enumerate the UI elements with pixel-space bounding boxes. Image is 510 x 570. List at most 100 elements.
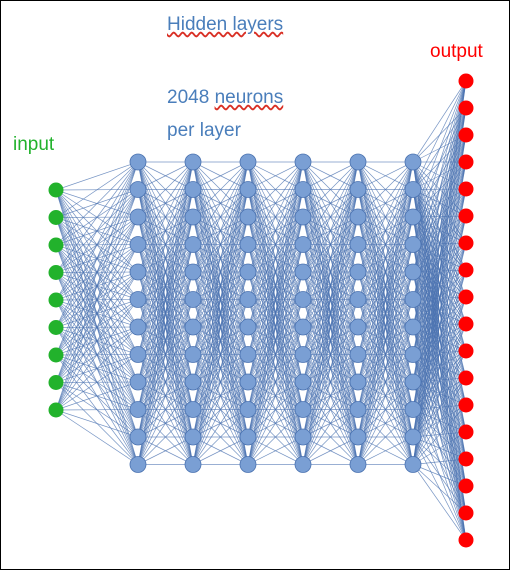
hidden-neuron-layer-4 (294, 456, 312, 473)
connection-edge (137, 161, 194, 245)
connection-edge (357, 216, 414, 465)
connection-edge (412, 350, 467, 465)
connection-edge (137, 299, 194, 465)
connection-edge (55, 161, 139, 383)
hidden-neuron-layer-4 (294, 263, 312, 281)
connection-edge (412, 107, 467, 465)
connection-edge (412, 80, 467, 300)
hidden-neuron-layer-3 (239, 291, 257, 308)
hidden-neuron-layer-5 (349, 181, 367, 198)
connection-edge (412, 80, 467, 383)
output-neuron (458, 181, 474, 197)
hidden-neuron-layer-4 (294, 318, 312, 336)
connection-edge (357, 161, 414, 300)
output-neuron (458, 289, 474, 305)
connection-edge (412, 464, 467, 487)
connection-edge (137, 161, 194, 300)
connection-edge (357, 299, 414, 465)
connection-edge (357, 161, 414, 355)
connection-edge (302, 161, 359, 355)
connection-edge (137, 326, 194, 465)
connection-edge (247, 436, 304, 465)
hidden-neuron-layer-3 (239, 346, 257, 363)
connection-edge (192, 216, 249, 465)
input-neuron (48, 320, 64, 335)
connection-edge (55, 216, 139, 411)
hidden-neuron-layer-2 (184, 153, 202, 171)
connection-edge (357, 436, 414, 465)
hidden-neuron-layer-6 (404, 181, 422, 198)
connection-edge (412, 80, 467, 438)
hidden-neuron-layer-5 (349, 456, 367, 473)
connection-edge (247, 161, 304, 355)
connection-edge (357, 244, 414, 465)
connection-edge (137, 381, 194, 465)
hidden-neuron-layer-4 (294, 401, 312, 418)
connection-edge (192, 161, 249, 300)
connection-edge (357, 161, 414, 465)
connection-edge (137, 161, 194, 383)
hidden-neuron-layer-2 (184, 373, 202, 391)
connection-edge (302, 161, 359, 383)
output-neuron (458, 73, 474, 89)
hidden-neuron-layer-6 (404, 153, 422, 171)
connection-edge (247, 161, 304, 190)
hidden-neuron-layer-5 (349, 373, 367, 391)
hidden-neuron-layer-1 (129, 373, 147, 391)
connection-edge (412, 80, 467, 190)
connection-edge (192, 161, 249, 438)
connection-edge (357, 381, 414, 465)
hidden-neuron-layer-1 (129, 346, 147, 363)
connection-edge (412, 323, 467, 465)
hidden-neuron-layer-6 (404, 401, 422, 418)
connection-edge (247, 161, 304, 273)
connection-edge (412, 80, 467, 245)
hidden-neuron-layer-2 (184, 263, 202, 281)
connection-edge (137, 161, 194, 465)
connection-edge (412, 377, 467, 465)
hidden-neuron-layer-5 (349, 346, 367, 363)
connection-edge (247, 244, 304, 465)
connection-edge (302, 299, 359, 465)
hidden-neuron-layer-5 (349, 401, 367, 418)
per-layer-label: per layer (167, 120, 241, 141)
hidden-neuron-layer-3 (239, 208, 257, 226)
connection-edge (357, 271, 414, 465)
hidden-neuron-layer-2 (184, 236, 202, 253)
hidden-neuron-layer-2 (184, 181, 202, 198)
connection-edge (302, 161, 359, 245)
connection-edge (412, 404, 467, 465)
connection-edge (247, 161, 304, 465)
connection-edge (412, 80, 467, 328)
output-neuron (458, 154, 474, 170)
connection-edge (55, 409, 139, 465)
neuron-count-label: 2048 neurons (167, 87, 283, 109)
hidden-neuron-layer-2 (184, 291, 202, 308)
hidden-neuron-layer-4 (294, 181, 312, 198)
hidden-neuron-layer-2 (184, 346, 202, 363)
connection-edge (357, 161, 414, 410)
connection-edge (412, 242, 467, 465)
hidden-layers-title: Hidden layers (167, 14, 284, 35)
connection-edge (137, 161, 194, 218)
connection-edge (192, 161, 249, 218)
hidden-neuron-layer-4 (294, 153, 312, 171)
connection-edge (192, 299, 249, 465)
connection-edge (137, 161, 194, 273)
connection-edge (247, 161, 304, 218)
output-neuron (458, 532, 474, 548)
connection-edge (357, 354, 414, 465)
connection-edge (192, 161, 249, 245)
connection-edge (412, 215, 467, 465)
connection-edge (137, 436, 194, 465)
connection-edge (357, 189, 414, 465)
hidden-neuron-layer-6 (404, 318, 422, 336)
connection-edge (412, 464, 467, 541)
connection-edge (302, 271, 359, 465)
hidden-neuron-layer-5 (349, 153, 367, 171)
connection-edge (357, 409, 414, 465)
input-label: input (13, 134, 55, 155)
connection-edges (55, 80, 467, 541)
connection-edge (412, 431, 467, 465)
